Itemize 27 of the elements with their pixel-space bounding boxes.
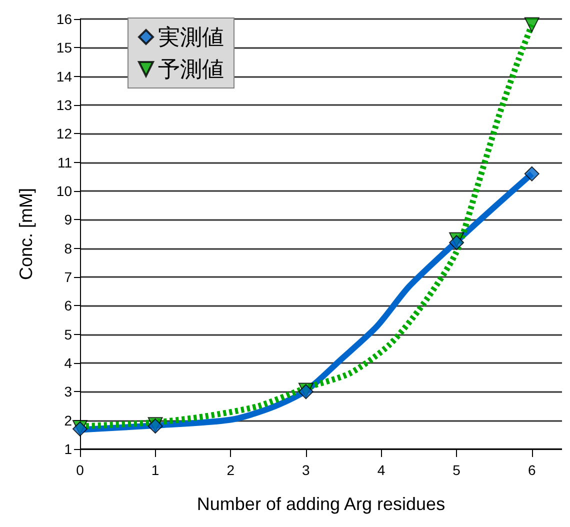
y-tick-label: 11 [57, 154, 72, 170]
x-tick-label: 1 [151, 462, 160, 478]
y-tick-label: 6 [64, 298, 72, 314]
y-tick-label: 7 [64, 269, 72, 285]
x-tick-label: 4 [377, 462, 386, 478]
y-axis-title: Conc. [mM] [16, 188, 36, 280]
x-tick-label: 3 [302, 462, 310, 478]
y-tick-label: 3 [64, 384, 72, 400]
y-tick-label: 16 [56, 11, 72, 27]
x-tick-label: 0 [76, 462, 84, 478]
y-tick-label: 8 [64, 240, 72, 256]
y-tick-label: 14 [56, 68, 72, 84]
y-tick-label: 10 [56, 183, 72, 199]
x-tick-label: 6 [528, 462, 536, 478]
y-tick-label: 1 [64, 441, 72, 457]
legend-label: 予測値 [158, 56, 224, 82]
y-tick-label: 15 [56, 40, 72, 56]
x-tick-label: 2 [226, 462, 235, 478]
x-tick-label: 5 [452, 462, 461, 478]
y-tick-label: 9 [64, 212, 72, 228]
y-tick-label: 2 [64, 412, 72, 428]
y-tick-label: 13 [56, 97, 72, 113]
x-axis-title: Number of adding Arg residues [196, 494, 446, 514]
legend-label: 実測値 [158, 24, 224, 50]
y-tick-label: 12 [56, 126, 72, 142]
y-tick-label: 4 [64, 355, 72, 371]
y-tick-label: 5 [64, 326, 72, 342]
